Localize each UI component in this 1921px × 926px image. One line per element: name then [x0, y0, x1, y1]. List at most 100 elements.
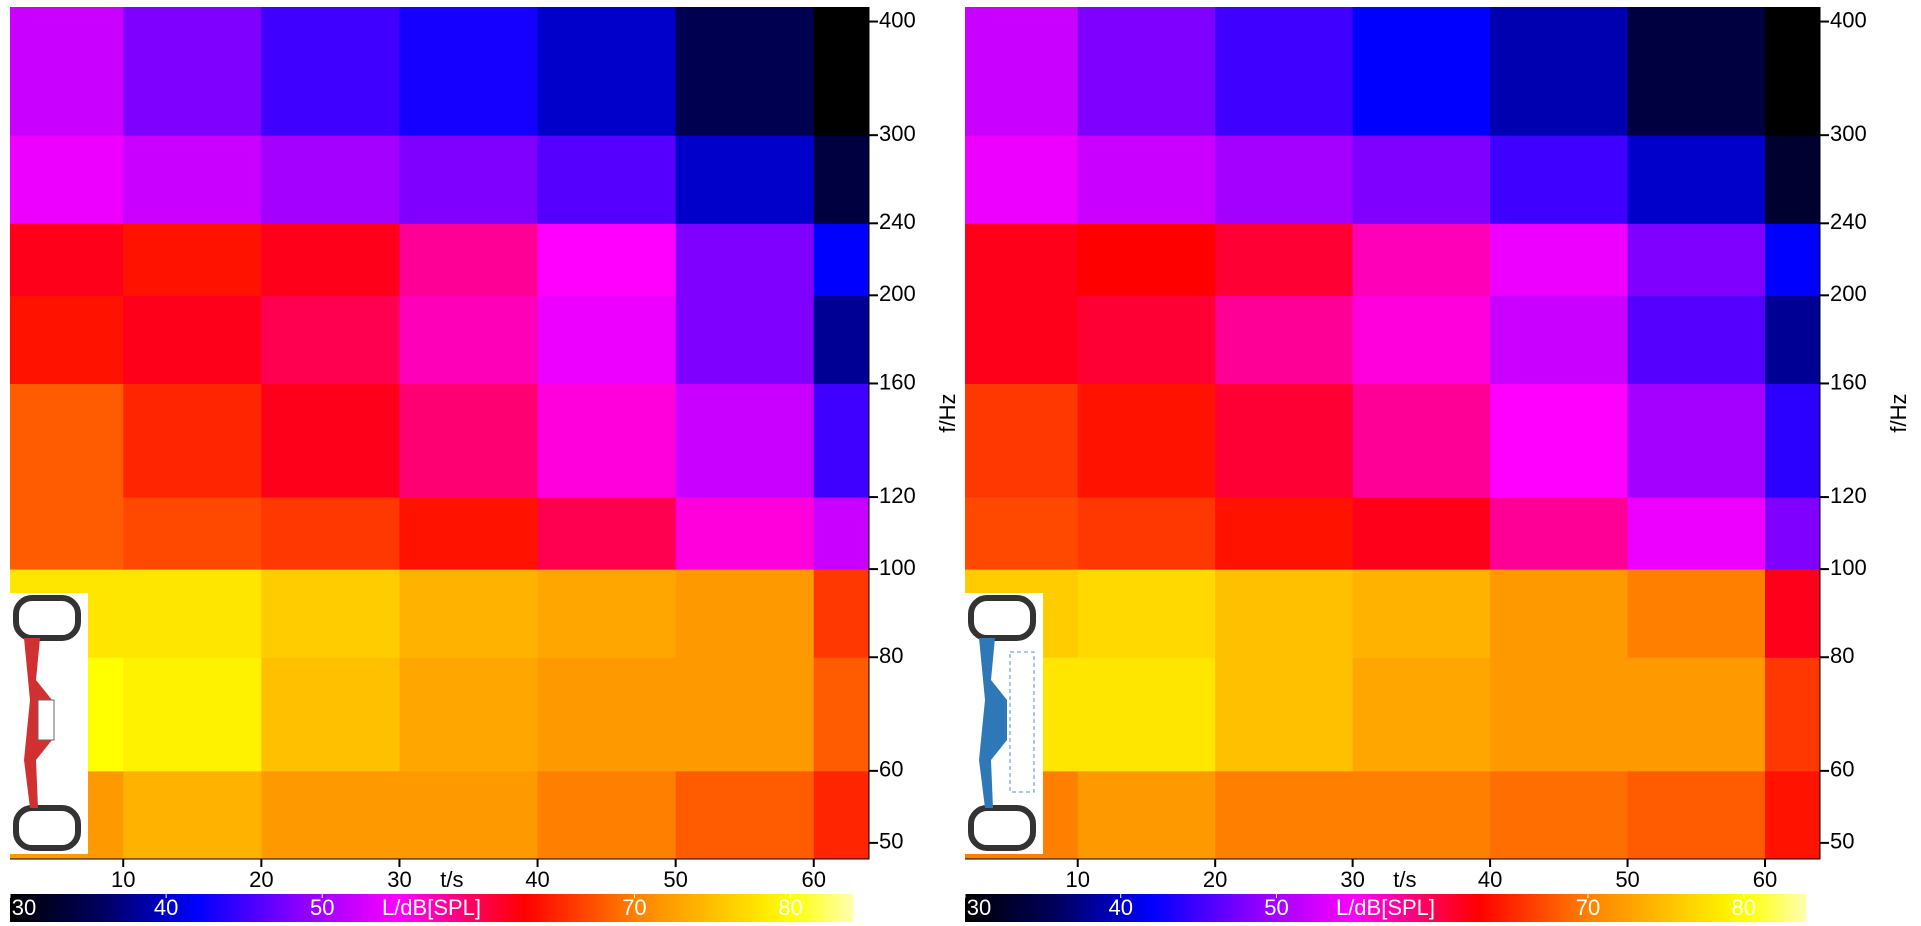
- y-tick-label: 160: [879, 369, 916, 394]
- y-tick-label: 240: [879, 209, 916, 234]
- colorbar-label: L/dB[SPL]: [382, 895, 481, 920]
- heat-cell: [1078, 7, 1216, 136]
- heat-cell: [814, 135, 870, 224]
- heat-cell: [123, 295, 262, 384]
- heat-cell: [261, 383, 400, 497]
- heat-cell: [1353, 497, 1491, 570]
- heat-cell: [1628, 7, 1766, 136]
- heat-cell: [1215, 7, 1353, 136]
- heat-cell: [1078, 569, 1216, 658]
- heat-cell: [814, 657, 870, 771]
- colorbar: 3040507080L/dB[SPL]: [10, 894, 854, 922]
- heat-cell: [1078, 497, 1216, 570]
- heat-cell: [1215, 569, 1353, 658]
- heat-cell: [10, 223, 124, 296]
- heat-cell: [1215, 383, 1353, 497]
- heat-cell: [1215, 657, 1353, 771]
- colorbar-segment: [1479, 894, 1589, 922]
- colorbar-tick-label: 70: [622, 895, 646, 920]
- heat-cell: [399, 771, 538, 860]
- y-tick-label: 80: [879, 643, 903, 668]
- heat-cell: [1490, 657, 1628, 771]
- colorbar-tick-label: 40: [154, 895, 178, 920]
- heat-cell: [965, 135, 1078, 224]
- heat-cell: [538, 383, 677, 497]
- heat-cell: [1765, 771, 1820, 860]
- colorbar-segment: [634, 894, 791, 922]
- plots: 50 60 80 100 120 160 200 240 300 400 10 20 30 40 50 60 t…: [10, 7, 1911, 922]
- heat-cell: [399, 383, 538, 497]
- heat-cell: [1765, 383, 1820, 497]
- x-tick-label: 20: [249, 867, 273, 892]
- heat-cell: [538, 569, 677, 658]
- heat-cell: [399, 295, 538, 384]
- y-tick-label: 200: [1830, 281, 1867, 306]
- heat-cell: [123, 497, 262, 570]
- x-tick-label: 10: [1065, 867, 1089, 892]
- heat-cell: [10, 497, 124, 570]
- heat-cell: [1765, 295, 1820, 384]
- tire: [16, 808, 78, 848]
- heat-cell: [123, 135, 262, 224]
- x-tick-label: 60: [1753, 867, 1777, 892]
- heat-cell: [261, 771, 400, 860]
- colorbar-segment: [197, 894, 291, 922]
- y-tick-label: 80: [1830, 643, 1854, 668]
- x-tick-label: 30: [387, 867, 411, 892]
- heat-cell: [1353, 657, 1491, 771]
- x-tick-label: 50: [1615, 867, 1639, 892]
- heat-cell: [1765, 497, 1820, 570]
- x-tick-label: 60: [802, 867, 826, 892]
- y-tick-label: 100: [879, 555, 916, 580]
- hub: [38, 700, 54, 740]
- y-axis-label: f/Hz: [935, 393, 960, 432]
- heat-cell: [1353, 569, 1491, 658]
- y-tick-label: 400: [1830, 7, 1867, 32]
- heat-cell: [676, 383, 815, 497]
- heat-cell: [1490, 295, 1628, 384]
- y-tick-label: 200: [879, 281, 916, 306]
- heat-cell: [1215, 223, 1353, 296]
- heat-cell: [261, 223, 400, 296]
- heat-cell: [123, 771, 262, 860]
- y-tick-label: 120: [879, 483, 916, 508]
- x-tick-label: 50: [663, 867, 687, 892]
- heat-cell: [1490, 497, 1628, 570]
- heat-cell: [965, 7, 1078, 136]
- heat-cell: [814, 223, 870, 296]
- heat-cell: [1353, 771, 1491, 860]
- heat-cell: [261, 7, 400, 136]
- heat-cell: [399, 223, 538, 296]
- colorbar-label: L/dB[SPL]: [1336, 895, 1435, 920]
- heat-cell: [1765, 7, 1820, 136]
- heat-cell: [1628, 135, 1766, 224]
- colorbar-segment: [525, 894, 635, 922]
- colorbar-segment: [478, 894, 525, 922]
- heat-cell: [1765, 657, 1820, 771]
- heat-cell: [538, 497, 677, 570]
- x-axis-label: t/s: [1393, 867, 1416, 892]
- heat-cell: [1765, 569, 1820, 658]
- heat-cell: [1353, 223, 1491, 296]
- heat-cell: [538, 295, 677, 384]
- tire: [971, 808, 1033, 848]
- y-tick-label: 300: [879, 121, 916, 146]
- heat-cell: [1765, 135, 1820, 224]
- colorbar-tick-label: 70: [1576, 895, 1600, 920]
- heat-cell: [1628, 383, 1766, 497]
- heat-cell: [1353, 383, 1491, 497]
- heat-cell: [1628, 657, 1766, 771]
- heat-cell: [538, 7, 677, 136]
- x-tick-label: 40: [1478, 867, 1502, 892]
- heat-cell: [1765, 223, 1820, 296]
- colorbar-tick-label: 80: [1731, 895, 1755, 920]
- heat-cell: [1628, 295, 1766, 384]
- y-tick-label: 240: [1830, 209, 1867, 234]
- heat-cell: [1078, 771, 1216, 860]
- heat-cell: [1078, 657, 1216, 771]
- heat-cell: [814, 295, 870, 384]
- heat-cell: [399, 7, 538, 136]
- x-tick-label: 20: [1203, 867, 1227, 892]
- heat-cell: [1490, 7, 1628, 136]
- heat-cell: [676, 295, 815, 384]
